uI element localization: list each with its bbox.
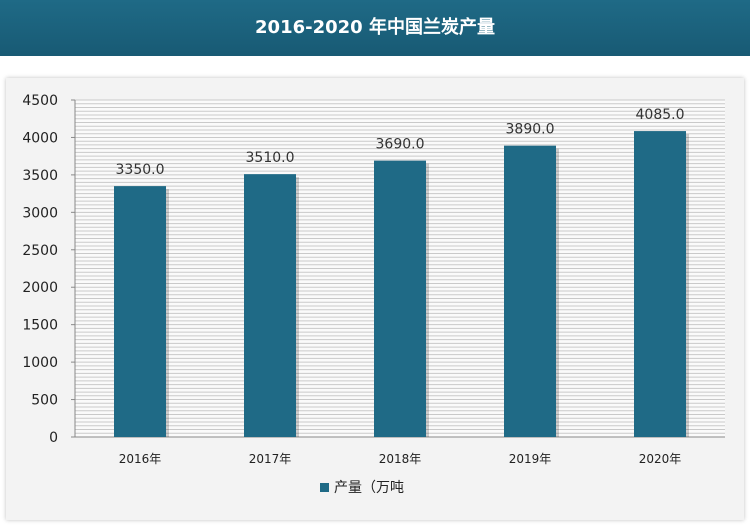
- chart-title: 2016-2020 年中国兰炭产量: [255, 17, 495, 38]
- y-tick-label: 1500: [22, 318, 58, 334]
- bar: [374, 160, 426, 437]
- y-tick-label: 2000: [22, 280, 58, 296]
- y-tick-label: 3000: [22, 205, 58, 221]
- x-tick-label: 2020年: [639, 452, 682, 466]
- bar: [114, 186, 166, 437]
- y-tick-label: 500: [31, 393, 58, 409]
- y-tick-label: 0: [49, 430, 58, 446]
- legend-swatch: [320, 483, 329, 492]
- y-tick-label: 3500: [22, 168, 58, 184]
- y-tick-label: 1000: [22, 355, 58, 371]
- y-tick-label: 4000: [22, 130, 58, 146]
- y-tick-label: 4500: [22, 93, 58, 109]
- x-tick-label: 2016年: [119, 452, 162, 466]
- data-label: 3510.0: [246, 150, 295, 166]
- legend-label: 产量（万吨: [334, 480, 404, 496]
- bar: [244, 174, 296, 437]
- bar: [504, 145, 556, 437]
- data-label: 3690.0: [376, 137, 425, 153]
- y-tick-label: 2500: [22, 243, 58, 259]
- data-label: 4085.0: [636, 107, 685, 123]
- data-label: 3890.0: [506, 122, 555, 138]
- title-banner: 2016-2020 年中国兰炭产量: [0, 0, 750, 56]
- x-tick-label: 2018年: [379, 452, 422, 466]
- bar: [634, 131, 686, 437]
- x-tick-label: 2017年: [249, 452, 292, 466]
- x-tick-label: 2019年: [509, 452, 552, 466]
- data-label: 3350.0: [116, 162, 165, 178]
